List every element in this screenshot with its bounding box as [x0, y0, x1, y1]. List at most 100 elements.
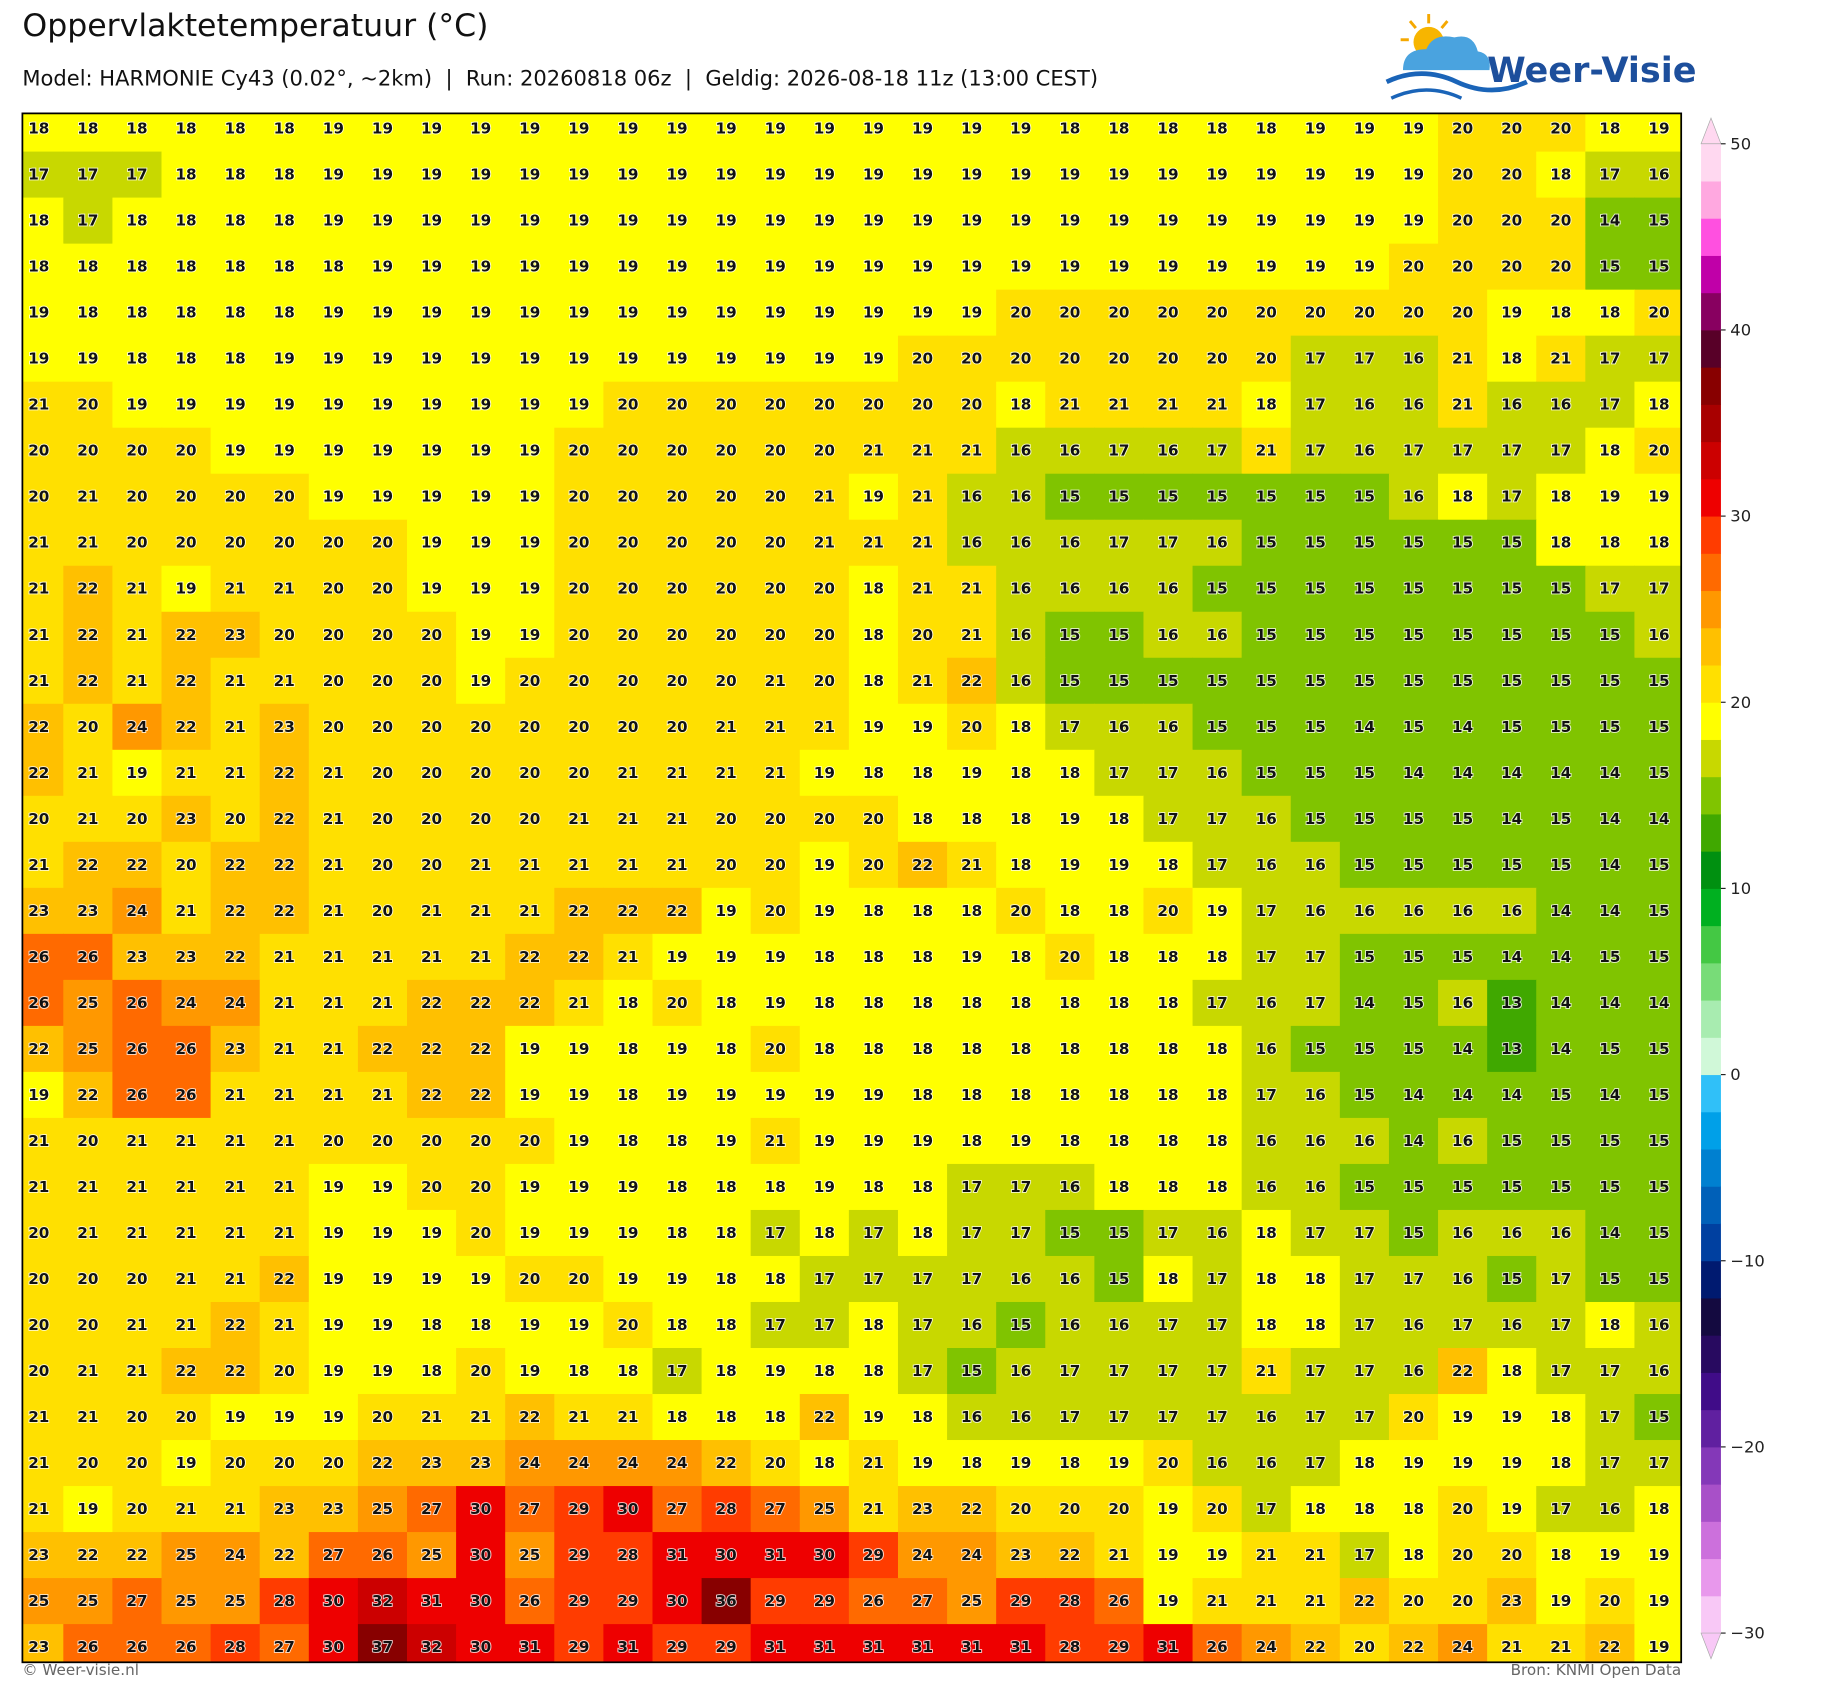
temperature-label: 20 — [372, 1132, 393, 1150]
temperature-cell — [1388, 1578, 1439, 1625]
temperature-cell — [848, 749, 899, 797]
temperature-cell — [603, 979, 654, 1027]
temperature-cell — [1094, 1117, 1145, 1165]
temperature-cell — [308, 381, 359, 429]
temperature-cell — [406, 841, 457, 889]
temperature-label: 21 — [961, 580, 982, 598]
temperature-cell — [652, 1163, 703, 1211]
temperature-label: 18 — [1108, 1040, 1129, 1058]
temperature-label: 20 — [470, 810, 491, 828]
temperature-label: 20 — [961, 350, 982, 368]
temperature-label: 20 — [421, 1132, 442, 1150]
temperature-cell — [1438, 151, 1488, 199]
temperature-label: 19 — [175, 580, 196, 598]
temperature-cell — [112, 841, 163, 889]
temperature-cell — [1339, 1486, 1390, 1533]
temperature-label: 22 — [666, 902, 687, 920]
temperature-label: 18 — [1403, 1500, 1424, 1518]
temperature-cell — [603, 381, 654, 429]
temperature-cell — [161, 657, 212, 705]
temperature-label: 18 — [1305, 1270, 1326, 1288]
temperature-label: 20 — [1550, 120, 1571, 138]
temperature-label: 19 — [568, 1086, 589, 1104]
temperature-cell — [1339, 749, 1390, 797]
temperature-label: 19 — [470, 258, 491, 276]
temperature-cell — [799, 1071, 850, 1119]
temperature-cell — [161, 841, 212, 889]
temperature-label: 16 — [1403, 488, 1424, 506]
temperature-label: 20 — [175, 1408, 196, 1426]
temperature-label: 21 — [814, 718, 835, 736]
temperature-label: 21 — [617, 856, 638, 874]
temperature-cell — [456, 1394, 506, 1441]
temperature-cell — [456, 381, 506, 429]
temperature-cell — [1045, 1347, 1095, 1395]
temperature-label: 13 — [1501, 1040, 1522, 1058]
temperature-label: 19 — [765, 120, 786, 138]
temperature-cell — [1634, 1532, 1682, 1579]
temperature-label: 14 — [1452, 764, 1473, 782]
temperature-cell — [554, 151, 604, 199]
temperature-cell — [259, 1025, 310, 1073]
temperature-cell — [1045, 979, 1095, 1027]
temperature-cell — [63, 289, 113, 337]
temperature-label: 21 — [28, 626, 49, 644]
temperature-cell — [1536, 1117, 1586, 1165]
temperature-label: 19 — [372, 350, 393, 368]
temperature-label: 18 — [961, 902, 982, 920]
temperature-label: 21 — [1207, 1592, 1228, 1610]
temperature-label: 20 — [175, 856, 196, 874]
temperature-cell — [1143, 1578, 1194, 1625]
temperature-label: 21 — [1501, 1638, 1522, 1656]
temperature-label: 18 — [863, 902, 884, 920]
temperature-label: 19 — [77, 350, 98, 368]
temperature-label: 18 — [912, 1040, 933, 1058]
temperature-label: 20 — [323, 1454, 344, 1472]
temperature-cell — [1487, 427, 1537, 475]
temperature-label: 18 — [863, 1316, 884, 1334]
temperature-cell — [1438, 749, 1488, 797]
temperature-label: 17 — [1599, 1454, 1620, 1472]
temperature-cell — [357, 473, 408, 521]
temperature-label: 16 — [1207, 1224, 1228, 1242]
temperature-cell — [554, 381, 604, 429]
temperature-cell — [554, 657, 604, 705]
temperature-label: 20 — [519, 810, 540, 828]
temperature-label: 19 — [372, 396, 393, 414]
temperature-label: 18 — [1010, 718, 1031, 736]
temperature-label: 15 — [1501, 672, 1522, 690]
temperature-cell — [63, 933, 113, 981]
temperature-cell — [1241, 1301, 1292, 1349]
temperature-cell — [1585, 887, 1636, 935]
colorbar-tick-label: 20 — [1730, 693, 1751, 712]
temperature-cell — [406, 657, 457, 705]
temperature-label: 20 — [617, 718, 638, 736]
temperature-label: 23 — [28, 1638, 49, 1656]
temperature-label: 16 — [1599, 1500, 1620, 1518]
colorbar-bin — [1701, 813, 1721, 852]
temperature-cell — [406, 1347, 457, 1395]
temperature-label: 19 — [716, 258, 737, 276]
temperature-label: 20 — [1059, 304, 1080, 322]
temperature-label: 21 — [77, 1178, 98, 1196]
temperature-label: 17 — [126, 166, 147, 184]
temperature-label: 27 — [274, 1638, 295, 1656]
temperature-cell — [357, 1163, 408, 1211]
temperature-label: 19 — [372, 212, 393, 230]
temperature-cell — [652, 749, 703, 797]
temperature-label: 21 — [274, 1316, 295, 1334]
colorbar-bin — [1701, 292, 1721, 331]
temperature-label: 20 — [372, 672, 393, 690]
temperature-cell — [1487, 657, 1537, 705]
temperature-cell — [308, 887, 359, 935]
temperature-cell — [897, 841, 948, 889]
temperature-label: 14 — [1648, 810, 1669, 828]
temperature-label: 20 — [519, 764, 540, 782]
temperature-label: 19 — [1256, 212, 1277, 230]
temperature-cell — [308, 657, 359, 705]
temperature-label: 26 — [1108, 1592, 1129, 1610]
temperature-cell — [1241, 1347, 1292, 1395]
temperature-label: 15 — [1305, 810, 1326, 828]
temperature-cell — [1094, 1532, 1145, 1579]
temperature-cell — [1438, 1347, 1488, 1395]
